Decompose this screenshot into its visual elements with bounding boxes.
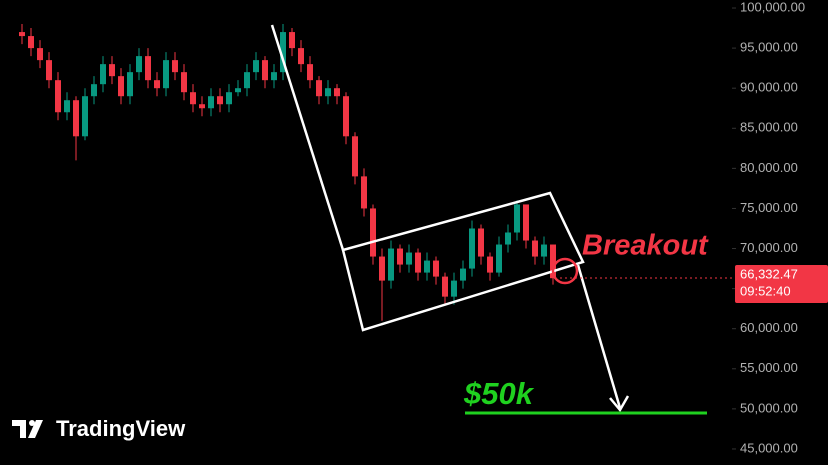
target-arrow — [576, 264, 622, 409]
candle-body — [109, 64, 115, 77]
candles — [19, 24, 556, 321]
logo-v — [28, 420, 43, 438]
candle-body — [469, 228, 475, 269]
candle-body — [505, 232, 511, 245]
candle-body — [514, 204, 520, 233]
flagpole-line — [270, 24, 345, 251]
candle-body — [208, 96, 214, 109]
breakout-circle — [551, 257, 579, 285]
candle-body — [271, 72, 277, 81]
candle-body — [541, 244, 547, 257]
candle-body — [289, 32, 295, 49]
candle-body — [280, 32, 286, 73]
candle-body — [361, 176, 367, 209]
candle-body — [298, 48, 304, 65]
price-tag: 66,332.47 09:52:40 — [560, 264, 828, 303]
y-tick-label: 75,000.00 — [740, 200, 798, 215]
candle-body — [424, 260, 430, 273]
y-tick-label: 60,000.00 — [740, 320, 798, 335]
candle-body — [388, 248, 394, 281]
y-tick-label: 95,000.00 — [740, 40, 798, 55]
candle-body — [172, 60, 178, 73]
candle-body — [73, 100, 79, 137]
breakout-label: Breakout — [582, 230, 709, 262]
brand-logo — [12, 420, 43, 438]
candle-body — [307, 64, 313, 81]
candle-body — [253, 60, 259, 73]
y-tick-label: 100,000.00 — [740, 0, 805, 14]
candle-body — [433, 260, 439, 277]
logo-dot — [29, 420, 35, 426]
candle-body — [406, 252, 412, 265]
last-price-label: 66,332.47 — [740, 266, 798, 281]
candle-body — [262, 60, 268, 81]
candle-body — [496, 244, 502, 273]
candle-body — [127, 72, 133, 97]
candle-body — [379, 256, 385, 281]
countdown-label: 09:52:40 — [740, 283, 791, 298]
candle-body — [532, 240, 538, 257]
candle-body — [163, 60, 169, 89]
target-label: $50k — [463, 376, 535, 411]
drawings — [270, 24, 630, 413]
y-tick-label: 85,000.00 — [740, 120, 798, 135]
candle-body — [352, 136, 358, 177]
candle-body — [154, 80, 160, 89]
candle-body — [118, 76, 124, 97]
candle-body — [460, 268, 466, 281]
candle-body — [334, 88, 340, 97]
candle-body — [550, 244, 556, 279]
flag-channel — [341, 191, 585, 332]
candle-body — [55, 80, 61, 113]
candle-body — [100, 64, 106, 85]
candle-body — [487, 256, 493, 273]
y-tick-label: 50,000.00 — [740, 400, 798, 415]
candle-body — [190, 92, 196, 105]
candle-body — [442, 276, 448, 297]
candle-body — [46, 60, 52, 81]
candle-body — [136, 56, 142, 73]
candle-body — [370, 208, 376, 257]
candle-body — [181, 72, 187, 93]
candle-body — [226, 92, 232, 105]
y-tick-label: 45,000.00 — [740, 440, 798, 455]
candle-body — [82, 96, 88, 137]
candle-body — [478, 228, 484, 257]
candle-body — [316, 80, 322, 97]
candle-body — [64, 100, 70, 113]
y-tick-label: 55,000.00 — [740, 360, 798, 375]
logo-t — [12, 420, 26, 438]
candle-body — [28, 36, 34, 49]
candle-body — [91, 84, 97, 97]
candle-body — [415, 252, 421, 273]
candle-body — [343, 96, 349, 137]
candle-body — [199, 104, 205, 109]
candle-body — [244, 72, 250, 89]
candle-body — [325, 88, 331, 97]
brand-name: TradingView — [56, 416, 186, 441]
price-box — [735, 264, 828, 303]
y-tick-label: 70,000.00 — [740, 240, 798, 255]
candle-body — [523, 204, 529, 241]
candle-body — [37, 48, 43, 61]
candle-body — [451, 280, 457, 297]
candle-body — [397, 248, 403, 265]
arrow-head — [609, 395, 630, 413]
candle-body — [235, 88, 241, 93]
candle-body — [145, 56, 151, 81]
y-tick-label: 90,000.00 — [740, 80, 798, 95]
y-tick-label: 80,000.00 — [740, 160, 798, 175]
candle-body — [19, 32, 25, 37]
candle-body — [217, 96, 223, 105]
